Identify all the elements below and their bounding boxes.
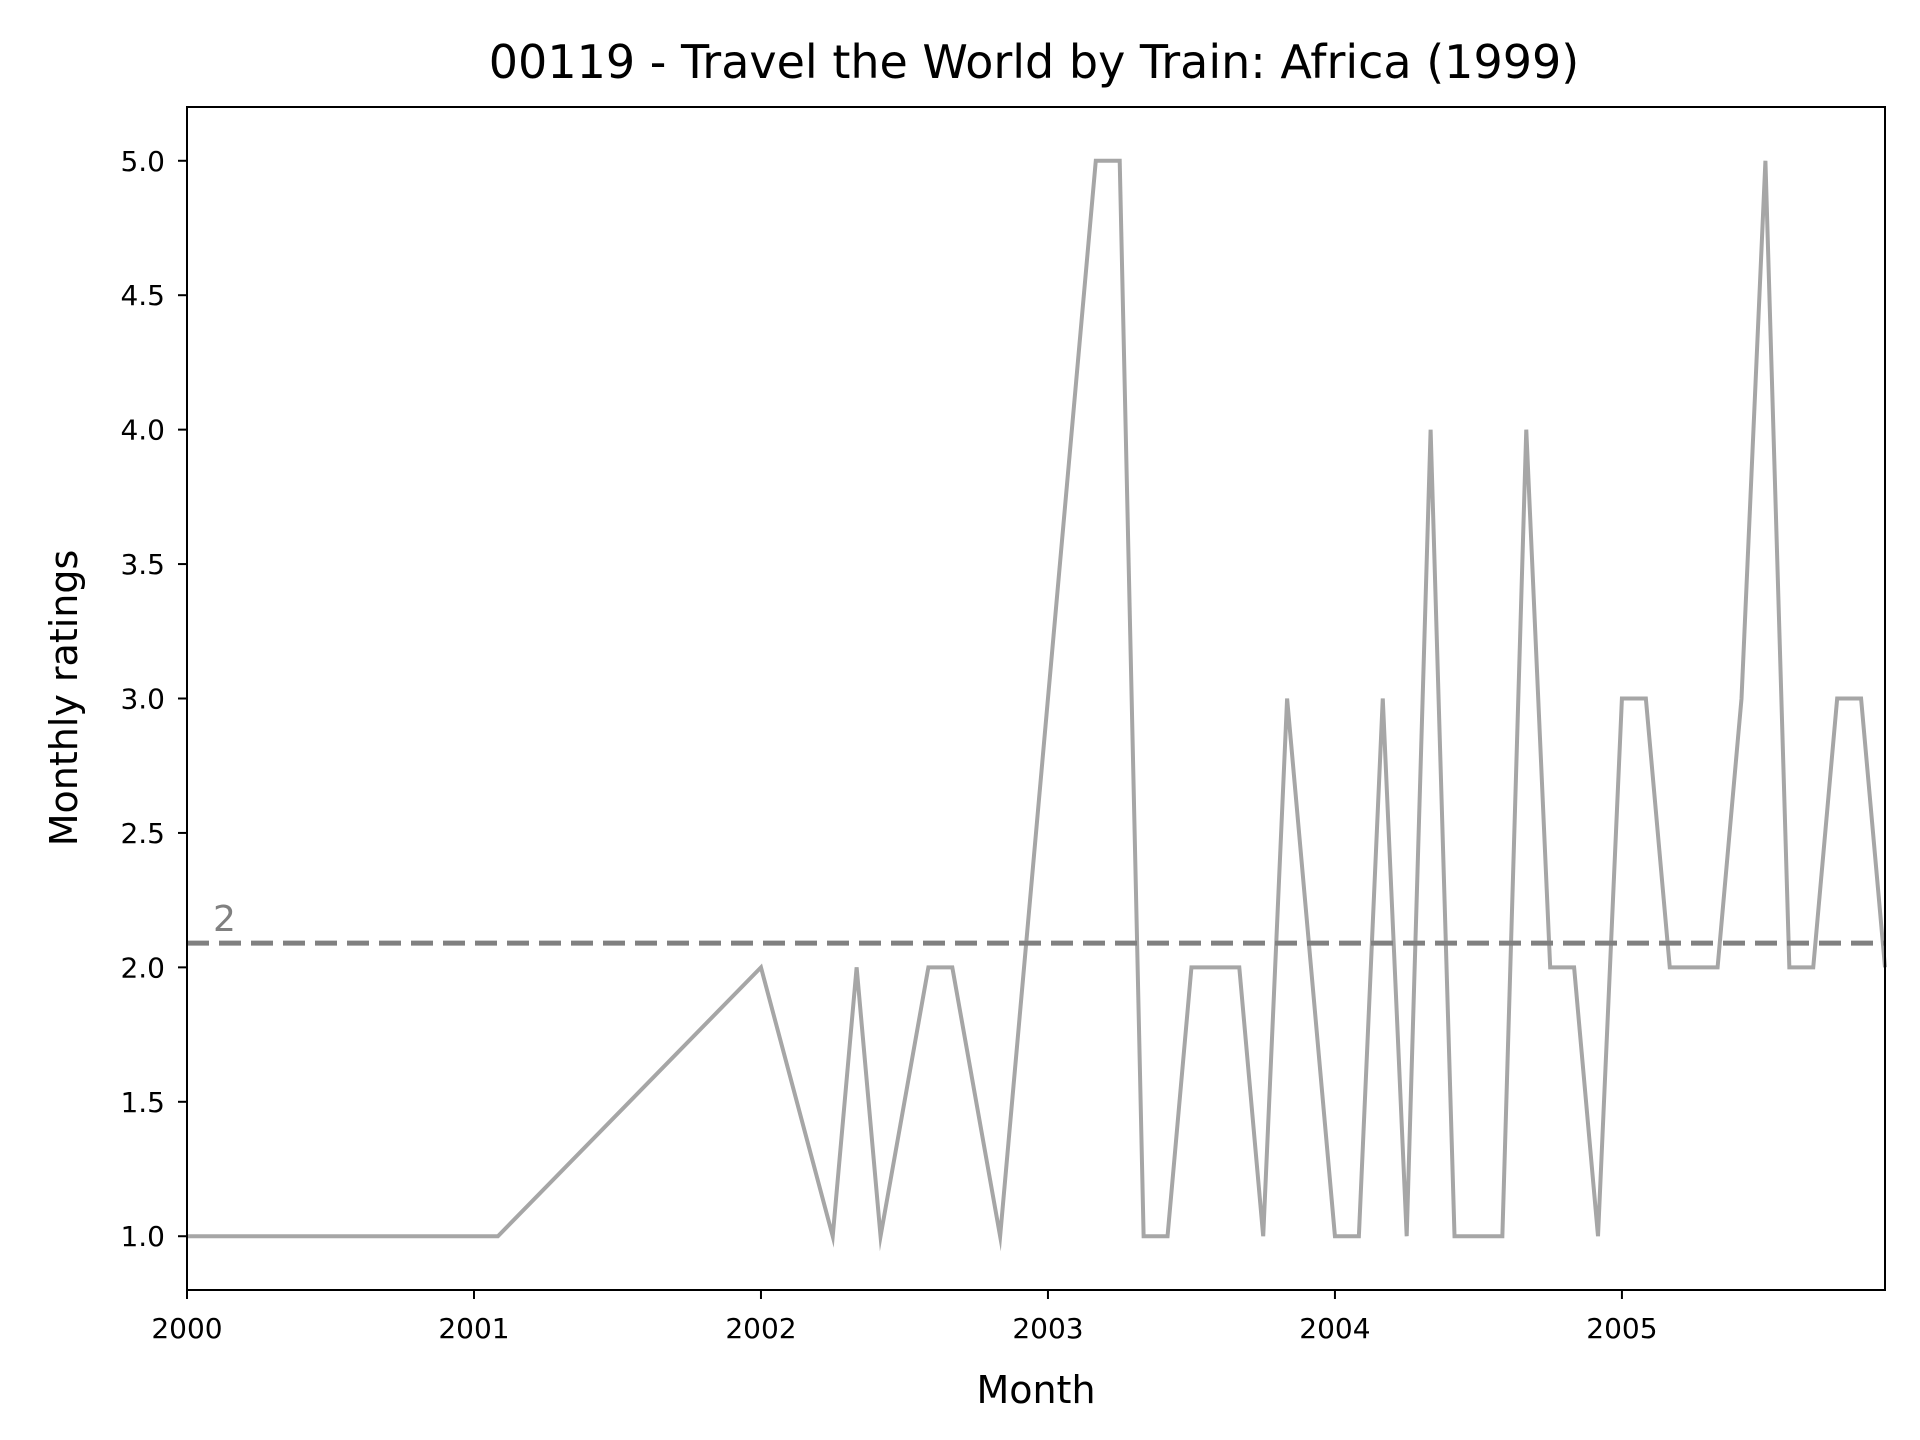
series-layer — [187, 158, 1887, 1252]
y-axis-ticks: 1.0 1.5 2.0 2.5 3.0 3.5 4.0 4.5 5.0 — [120, 145, 187, 1253]
y-tick-label: 4.5 — [120, 279, 165, 312]
mean-reference-label: 2 — [213, 899, 236, 940]
x-axis-label: Month — [976, 1368, 1095, 1412]
x-axis-ticks: 2000 2001 2002 2003 2004 2005 — [151, 1290, 1658, 1345]
y-tick-label: 1.0 — [120, 1220, 165, 1253]
x-tick-label: 2000 — [151, 1312, 222, 1345]
x-tick-label: 2001 — [438, 1312, 509, 1345]
y-tick-label: 3.5 — [120, 548, 165, 581]
x-tick-label: 2005 — [1586, 1312, 1657, 1345]
x-tick-label: 2003 — [1012, 1312, 1083, 1345]
y-tick-label: 3.0 — [120, 683, 165, 716]
y-tick-label: 5.0 — [120, 145, 165, 178]
reference-line-layer: 2 — [187, 899, 1885, 946]
x-tick-label: 2004 — [1299, 1312, 1370, 1345]
series-line-0 — [187, 158, 1887, 1252]
y-axis-label: Monthly ratings — [42, 550, 86, 847]
y-tick-label: 2.5 — [120, 817, 165, 850]
y-tick-label: 4.0 — [120, 414, 165, 447]
y-tick-label: 2.0 — [120, 951, 165, 984]
x-tick-label: 2002 — [725, 1312, 796, 1345]
chart-title: 00119 - Travel the World by Train: Afric… — [489, 35, 1579, 89]
y-tick-label: 1.5 — [120, 1086, 165, 1119]
